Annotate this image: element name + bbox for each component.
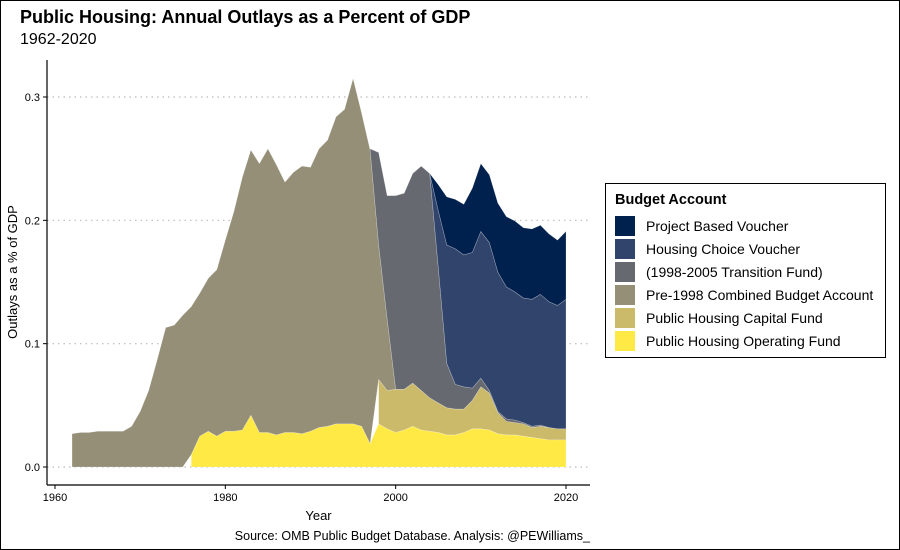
- x-tick-label: 2020: [554, 492, 578, 504]
- legend-swatch: [615, 284, 635, 305]
- legend-item: Housing Choice Voucher: [615, 237, 876, 260]
- legend-swatch: [615, 215, 635, 236]
- area-public-housing-capital-fund: [378, 378, 567, 441]
- y-tick-label: 0.2: [25, 215, 40, 227]
- legend-item: Pre-1998 Combined Budget Account: [615, 283, 876, 306]
- legend: Budget Account Project Based Voucher Hous…: [605, 183, 886, 358]
- legend-swatch: [615, 307, 635, 328]
- x-tick-label: 1980: [213, 492, 237, 504]
- legend-title: Budget Account: [615, 192, 727, 208]
- legend-label: Public Housing Capital Fund: [646, 309, 823, 326]
- legend-label: Pre-1998 Combined Budget Account: [646, 286, 874, 303]
- chart-subtitle: 1962-2020: [20, 31, 97, 48]
- area-project-based-voucher: [429, 162, 567, 306]
- area-pre-1998-combined-budget-account: [71, 77, 396, 468]
- x-tick-label: 2000: [383, 492, 407, 504]
- legend-swatch: [615, 261, 635, 282]
- chart-title: Public Housing: Annual Outlays as a Perc…: [20, 7, 471, 27]
- legend-swatch: [615, 330, 635, 351]
- legend-item: (1998-2005 Transition Fund): [615, 260, 876, 283]
- legend-item: Public Housing Operating Fund: [615, 329, 876, 352]
- source-caption: Source: OMB Public Budget Database. Anal…: [234, 529, 590, 543]
- y-tick-label: 0.3: [25, 92, 40, 104]
- legend-item: Public Housing Capital Fund: [615, 306, 876, 329]
- legend-label: Project Based Voucher: [646, 217, 789, 234]
- x-axis-title: Year: [305, 508, 332, 523]
- area-1998-2005-transition-fund: [369, 148, 550, 428]
- legend-item: Project Based Voucher: [615, 214, 876, 237]
- y-axis-title: Outlays as a % of GDP: [5, 205, 20, 339]
- legend-label: Housing Choice Voucher: [646, 240, 801, 257]
- y-tick-label: 0.0: [25, 462, 40, 474]
- legend-label: Public Housing Operating Fund: [646, 332, 841, 349]
- legend-label: (1998-2005 Transition Fund): [646, 263, 823, 280]
- y-tick-label: 0.1: [25, 339, 40, 351]
- legend-swatch: [615, 238, 635, 259]
- x-tick-label: 1960: [43, 492, 67, 504]
